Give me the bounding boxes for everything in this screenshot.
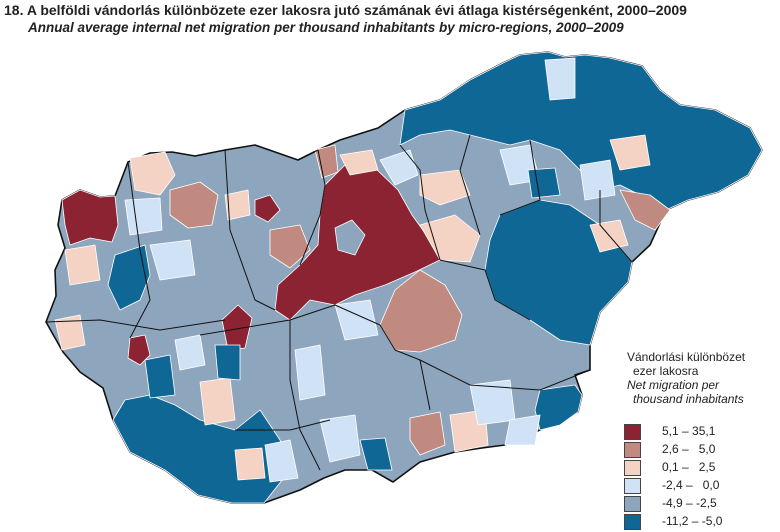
region-pink-9 <box>609 134 651 171</box>
region-north-west-gyor <box>61 189 119 246</box>
legend-swatch <box>624 442 641 458</box>
legend-swatch <box>624 460 641 476</box>
region-lightblue-13 <box>264 439 299 483</box>
legend-label: 5,1 – 35,1 <box>662 424 716 438</box>
legend-label: -2,4 – 0,0 <box>662 478 720 492</box>
region-lightblue-4 <box>294 344 326 401</box>
region-pink-7 <box>64 244 101 286</box>
legend-swatch <box>624 478 641 494</box>
legend-swatch <box>624 514 641 530</box>
region-vac-brown <box>314 144 339 179</box>
region-pink-12 <box>224 189 251 221</box>
region-pink-11 <box>339 149 379 176</box>
region-darkblue-dunaujvaros <box>214 344 241 381</box>
region-pink-3 <box>419 169 471 206</box>
region-budapest <box>334 219 366 256</box>
region-tata-brown <box>269 224 311 269</box>
region-lightblue-7 <box>579 159 616 201</box>
region-lightblue-2 <box>149 239 196 281</box>
region-lightblue-1 <box>124 197 163 236</box>
region-south-brown <box>409 411 446 456</box>
region-north-small <box>254 194 281 223</box>
region-lightblue-12 <box>174 334 206 371</box>
region-lightblue-5 <box>319 414 361 463</box>
region-lightblue-10 <box>504 414 541 446</box>
region-west-band <box>107 244 151 311</box>
legend-header: Vándorlási különbözet ezer lakosra Net m… <box>627 350 745 406</box>
region-north-east <box>399 51 763 211</box>
legend-title-en-2: thousand inhabitants <box>633 392 744 406</box>
map-subtitle: Annual average internal net migration pe… <box>28 20 624 35</box>
legend-swatch <box>624 496 641 512</box>
legend-title-en-1: Net migration per <box>627 378 720 392</box>
legend-label: -11,2 – -5,0 <box>662 514 723 528</box>
region-darkblue-kaposvar <box>144 354 176 399</box>
region-north-west-brown <box>169 181 219 229</box>
legend-label: -4,9 – -2,5 <box>662 496 717 510</box>
legend-label: 0,1 – 2,5 <box>662 460 716 474</box>
region-lightblue-11 <box>379 149 419 186</box>
legend-label: 2,6 – 5,0 <box>662 442 716 456</box>
region-pink-10 <box>54 314 86 351</box>
region-pink-1 <box>129 151 176 196</box>
region-pink-2 <box>419 214 481 263</box>
region-north-east-small <box>619 189 671 231</box>
region-pink-4 <box>199 377 236 426</box>
region-darkblue-north <box>527 167 561 199</box>
map-title: 18. A belföldi vándorlás különbözete eze… <box>4 2 687 18</box>
legend-title-hu-1: Vándorlási különbözet <box>627 350 746 364</box>
county-borders <box>45 134 633 471</box>
region-lightblue-8 <box>544 57 576 101</box>
region-south-east <box>534 384 583 431</box>
legend-swatch <box>624 424 641 440</box>
region-pink-5 <box>234 447 266 481</box>
region-darkblue-szekszard <box>359 437 393 471</box>
legend-title-hu-2: ezer lakosra <box>633 364 699 378</box>
